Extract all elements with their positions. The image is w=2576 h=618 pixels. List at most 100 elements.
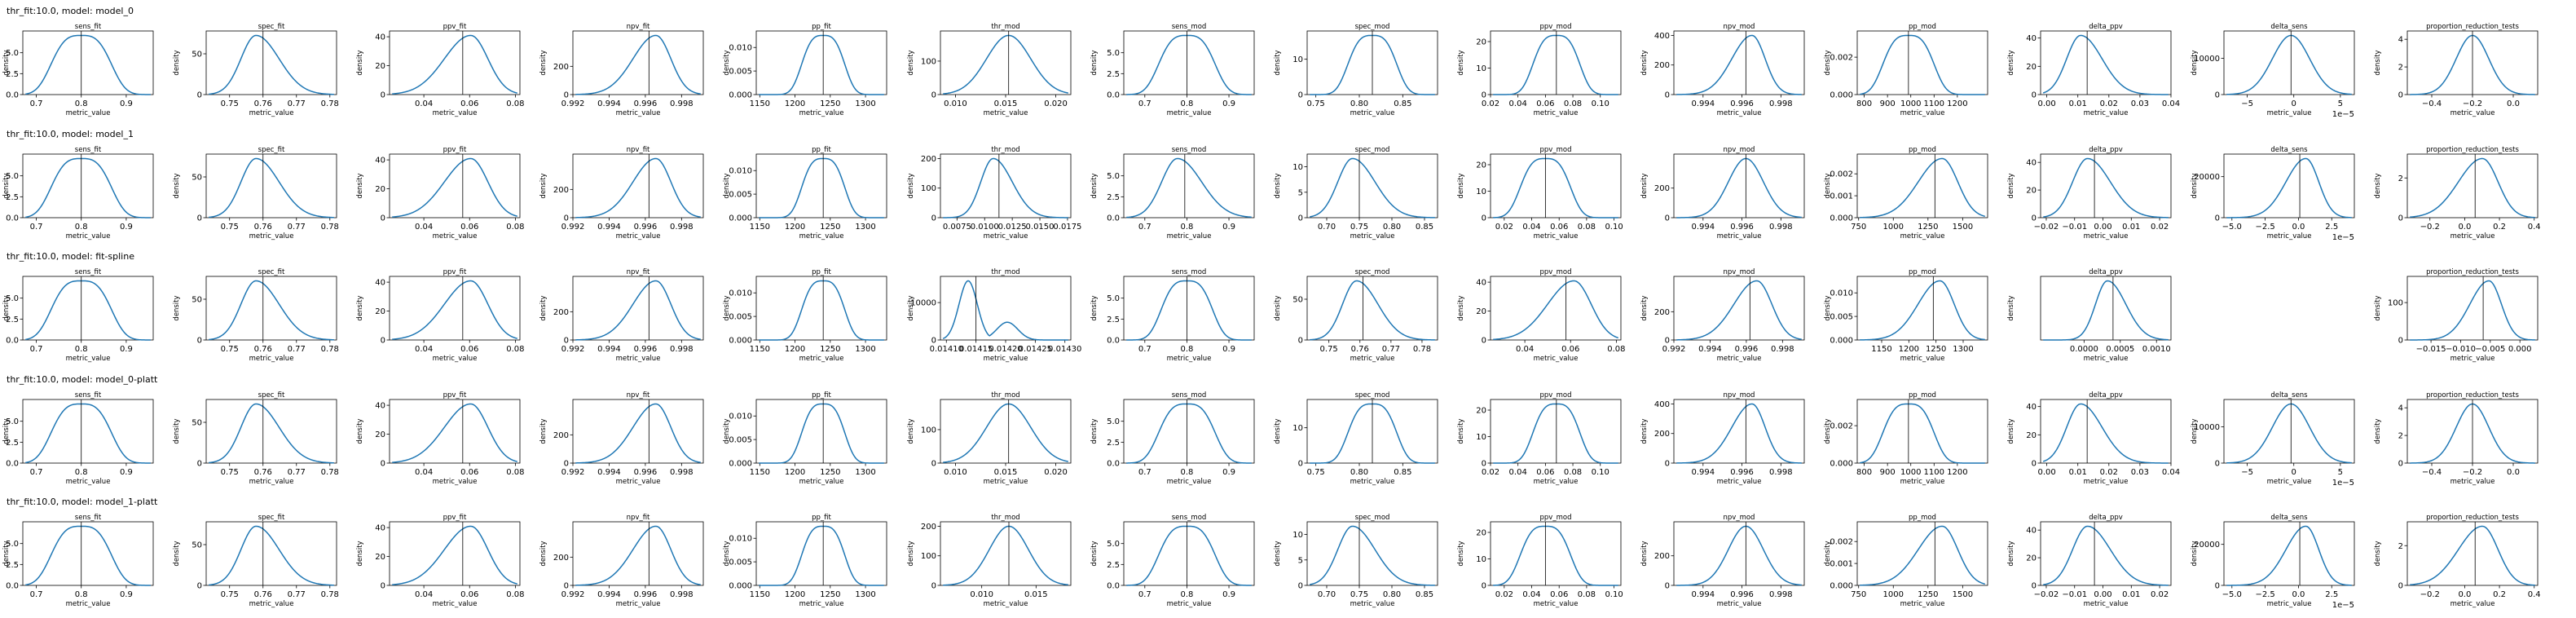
- axes-frame: [2040, 399, 2172, 464]
- x-axis-label: metric_value: [433, 355, 478, 363]
- x-axis-label: metric_value: [1350, 109, 1395, 117]
- x-tick-label: 1200: [785, 345, 805, 354]
- x-tick-label: 0.0150: [1026, 223, 1055, 232]
- x-tick-label: −0.02: [2034, 223, 2059, 232]
- y-axis-label: density: [1640, 418, 1649, 444]
- y-tick-label: 20: [2026, 187, 2037, 196]
- x-tick-label: −0.2: [2420, 223, 2440, 232]
- x-tick-label: 0.85: [1416, 223, 1433, 232]
- y-tick-label: 40: [2026, 34, 2037, 43]
- y-tick-label: 0: [564, 337, 569, 346]
- x-axis-label: metric_value: [249, 478, 294, 486]
- x-tick-label: 0.996: [634, 590, 658, 599]
- axes-frame: [22, 399, 154, 464]
- x-tick-label: 0.76: [254, 99, 272, 108]
- panel-r2-c10: pp_mod 1150 1200 1250 1300 0.000 0.005 0.010 met…: [1824, 268, 1988, 363]
- y-tick-label: 5.0: [6, 294, 19, 303]
- x-axis-label: metric_value: [984, 232, 1028, 241]
- kde-line: [2043, 157, 2169, 219]
- y-tick-label: 40: [375, 157, 385, 166]
- y-tick-label: 20000: [2194, 173, 2220, 182]
- kde-line: [209, 157, 334, 219]
- panel-r2-c13: proportion_reduction_tests −0.015 −0.010 −0…: [2374, 268, 2539, 363]
- panel-title: npv_mod: [1724, 391, 1755, 399]
- x-tick-label: 0.85: [1416, 590, 1433, 599]
- y-tick-label: 0.0: [1107, 91, 1120, 100]
- panel-title: delta_sens: [2270, 23, 2308, 31]
- y-axis-label: density: [173, 50, 181, 75]
- y-tick-label: 40: [2026, 159, 2037, 168]
- x-tick-label: 0.7: [30, 223, 43, 232]
- y-tick-label: 10: [1292, 55, 1303, 64]
- panel-title: delta_ppv: [2089, 146, 2123, 154]
- panel-r2-c5: thr_mod 0.014100.014150.014200.014250.014…: [907, 268, 1081, 363]
- panel-title: spec_mod: [1355, 146, 1390, 154]
- panel-r1-c0: sens_fit 0.7 0.8 0.9 0.0 2.5 5.0 metric_value de…: [2, 146, 154, 241]
- y-tick-label: 0: [1482, 214, 1486, 223]
- x-tick-label: 0.998: [670, 223, 694, 232]
- y-tick-label: 5.0: [6, 540, 19, 549]
- y-tick-label: 2.5: [6, 561, 19, 570]
- y-axis-label: density: [2007, 173, 2015, 198]
- x-tick-label: 0.04: [415, 468, 433, 477]
- x-tick-label: 0.08: [506, 223, 524, 232]
- kde-line: [1860, 280, 1985, 341]
- y-tick-label: 0.000: [729, 582, 752, 591]
- y-tick-label: 0.002: [1830, 54, 1853, 63]
- panel-r3-c2: ppv_fit 0.04 0.06 0.08 0 20 40 metric_value dens…: [356, 391, 525, 486]
- y-tick-label: 0.0: [6, 460, 19, 469]
- axes-frame: [2223, 153, 2355, 219]
- x-axis-label: metric_value: [2451, 355, 2495, 363]
- y-tick-label: 0: [2215, 91, 2220, 100]
- x-tick-label: 0.06: [460, 468, 478, 477]
- axes-frame: [755, 521, 887, 586]
- x-axis-label: metric_value: [1534, 478, 1579, 486]
- x-tick-label: 0.03: [2131, 99, 2149, 108]
- kde-line: [575, 403, 701, 464]
- x-axis-label: metric_value: [1534, 355, 1579, 363]
- panel-title: proportion_reduction_tests: [2426, 146, 2519, 154]
- axes-frame: [2040, 30, 2172, 95]
- x-tick-label: 1150: [750, 590, 770, 599]
- panel-title: pp_fit: [812, 23, 831, 31]
- panel-r3-c1: spec_fit 0.75 0.76 0.77 0.78 0 50 metric_value d…: [173, 391, 339, 486]
- y-tick-label: 0: [381, 337, 385, 346]
- x-tick-label: 1200: [1899, 345, 1919, 354]
- y-tick-label: 0: [2398, 460, 2403, 469]
- kde-line: [1310, 280, 1435, 341]
- x-tick-label: 0.7: [1138, 345, 1151, 354]
- x-axis-label: metric_value: [1717, 478, 1762, 486]
- y-tick-label: 0.0: [6, 214, 19, 223]
- x-tick-label: 0.7: [30, 468, 43, 477]
- panel-title: pp_mod: [1909, 23, 1936, 31]
- axes-frame: [2040, 153, 2172, 219]
- axes-frame: [22, 30, 154, 95]
- axes-frame: [572, 153, 704, 219]
- x-tick-label: 0.01430: [1048, 345, 1081, 354]
- y-axis-label: density: [1824, 418, 1832, 444]
- panel-r2-c0: sens_fit 0.7 0.8 0.9 0.0 2.5 5.0 metric_value de…: [2, 268, 154, 363]
- x-tick-label: 0.75: [1350, 223, 1368, 232]
- axes-frame: [1306, 153, 1438, 219]
- x-tick-label: 0.08: [1578, 590, 1596, 599]
- x-axis-label: metric_value: [2267, 600, 2312, 608]
- x-tick-label: 0.75: [1307, 99, 1325, 108]
- y-tick-label: 0.000: [729, 91, 752, 100]
- x-tick-label: 0.76: [1351, 345, 1369, 354]
- panel-title: ppv_mod: [1540, 146, 1572, 154]
- panel-title: ppv_mod: [1540, 514, 1572, 522]
- kde-line: [392, 157, 517, 218]
- panel-title: delta_ppv: [2089, 23, 2123, 31]
- panel-title: delta_ppv: [2089, 514, 2123, 522]
- panel-r0-c3: npv_fit 0.992 0.994 0.996 0.998 0 200 metric_va…: [539, 23, 704, 117]
- x-tick-label: 0.77: [288, 468, 306, 477]
- x-tick-label: 0.8: [75, 468, 88, 477]
- y-axis-label: density: [356, 295, 364, 320]
- panel-r4-c1: spec_fit 0.75 0.76 0.77 0.78 0 50 metric_value d…: [173, 514, 339, 608]
- axes-frame: [1856, 399, 1988, 464]
- x-tick-label: 0.998: [1769, 223, 1793, 232]
- x-tick-label: 0.4: [2528, 590, 2541, 599]
- kde-line: [209, 280, 334, 341]
- x-tick-label: 1000: [1900, 99, 1921, 108]
- kde-line: [25, 34, 151, 95]
